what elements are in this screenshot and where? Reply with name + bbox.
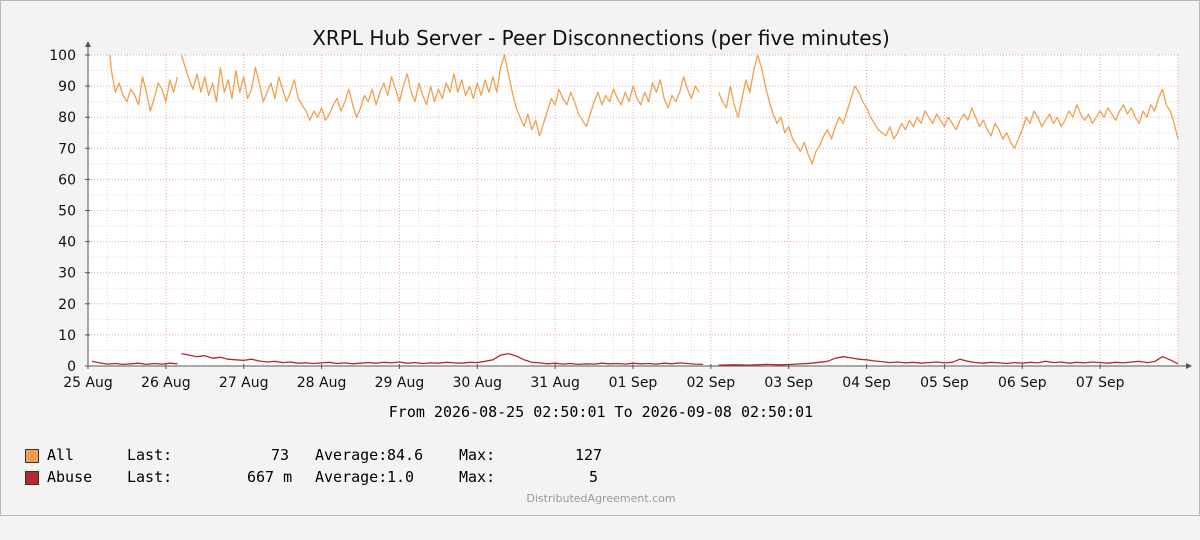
x-tick-label: 27 Aug	[219, 375, 269, 391]
x-tick-label: 05 Sep	[920, 375, 969, 391]
x-tick-label: 07 Sep	[1076, 375, 1125, 391]
chart-subtitle: From 2026-08-25 02:50:01 To 2026-09-08 0…	[389, 403, 813, 421]
legend-item-abuse: Abuse Last: 667 m Average: 1.0 Max: 5	[25, 468, 598, 488]
x-tick-label: 01 Sep	[609, 375, 658, 391]
series-layer	[91, 54, 1179, 366]
y-tick-label: 10	[58, 328, 76, 344]
y-tick-label: 70	[58, 141, 76, 157]
y-tick-label: 0	[67, 359, 76, 375]
legend-last-value-all: 73	[271, 446, 290, 464]
legend-avg-value-all: 84.6	[387, 446, 424, 464]
legend-avg-value-abuse: 1.0	[387, 468, 415, 486]
series-all-line	[109, 54, 179, 112]
series-all-line	[717, 54, 1179, 165]
legend-last-value-abuse: 667 m	[247, 468, 293, 486]
legend-avg-label-all: Average:	[315, 446, 388, 464]
y-tick-label: 50	[58, 204, 76, 220]
legend-label-all: All	[47, 446, 75, 464]
x-axis-arrow-icon	[1186, 363, 1192, 369]
legend-max-value-abuse: 5	[589, 468, 599, 486]
y-tick-label: 100	[49, 48, 76, 64]
series-all-line	[180, 54, 700, 137]
x-tick-label: 04 Sep	[842, 375, 891, 391]
y-tick-label: 20	[58, 297, 76, 313]
x-tick-label: 29 Aug	[375, 375, 425, 391]
y-tick-label: 30	[58, 266, 76, 282]
series-abuse-line	[91, 360, 178, 366]
legend-item-all: All Last: 73 Average: 84.6 Max: 127	[25, 446, 602, 466]
legend-max-value-all: 127	[575, 446, 603, 464]
y-tick-label: 80	[58, 110, 76, 126]
x-tick-label: 25 Aug	[63, 375, 113, 391]
grid-minor	[88, 55, 1178, 366]
chart-svg: 0 10 20 30 40 50 60 70 80 90 100 25 Aug 26 Aug 27 Aug…	[49, 26, 1192, 421]
x-tick-label: 31 Aug	[530, 375, 580, 391]
legend-swatch-all	[25, 449, 39, 463]
legend-avg-label-abuse: Average:	[315, 468, 388, 486]
x-tick-label: 26 Aug	[141, 375, 191, 391]
legend-label-abuse: Abuse	[47, 468, 93, 486]
chart-frame: 0 10 20 30 40 50 60 70 80 90 100 25 Aug 26 Aug 27 Aug…	[0, 0, 1200, 516]
series-abuse-line	[181, 352, 704, 366]
ticks-layer: 0 10 20 30 40 50 60 70 80 90 100 25 Aug 26 Aug 27 Aug…	[49, 48, 1124, 391]
legend-max-label-abuse: Max:	[459, 468, 496, 486]
chart-title: XRPL Hub Server - Peer Disconnections (p…	[312, 26, 890, 50]
axes-layer	[85, 41, 1192, 369]
x-tick-label: 03 Sep	[764, 375, 813, 391]
y-tick-label: 40	[58, 235, 76, 251]
x-tick-label: 30 Aug	[452, 375, 502, 391]
x-tick-label: 28 Aug	[297, 375, 347, 391]
x-tick-label: 02 Sep	[687, 375, 736, 391]
legend-max-label-all: Max:	[459, 446, 496, 464]
x-tick-label: 06 Sep	[998, 375, 1047, 391]
y-tick-label: 60	[58, 172, 76, 188]
legend-swatch-abuse	[25, 471, 39, 485]
legend-last-label-all: Last:	[127, 446, 173, 464]
y-tick-label: 90	[58, 79, 76, 95]
legend-last-label-abuse: Last:	[127, 468, 173, 486]
y-axis-arrow-icon	[85, 41, 91, 47]
watermark: DistributedAgreement.com	[526, 492, 676, 505]
series-abuse-line	[718, 356, 1179, 366]
